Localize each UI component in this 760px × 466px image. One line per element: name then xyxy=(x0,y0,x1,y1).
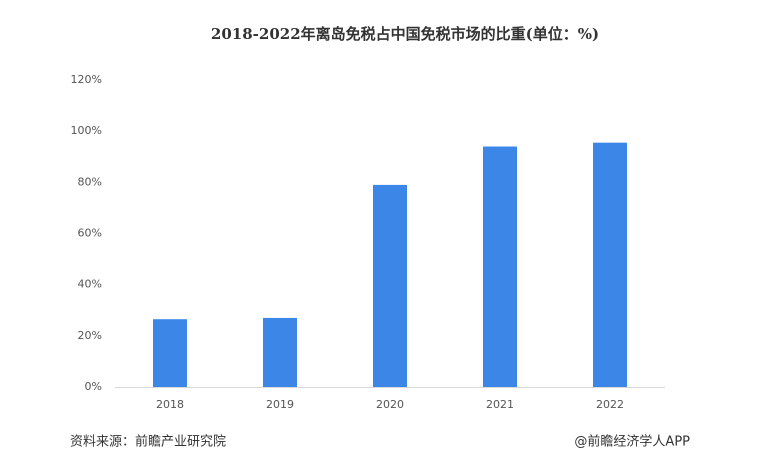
bar xyxy=(373,184,407,387)
x-tick-label: 2019 xyxy=(266,398,294,411)
x-tick-label: 2018 xyxy=(156,398,184,411)
credit-note: @前瞻经济学人APP xyxy=(574,434,690,450)
y-tick-label: 100% xyxy=(71,124,102,137)
y-tick-label: 20% xyxy=(78,329,102,342)
y-tick-label: 40% xyxy=(78,278,102,291)
bar xyxy=(263,317,297,387)
bar xyxy=(593,142,627,387)
chart-title: 2018-2022年离岛免税占中国免税市场的比重(单位：%) xyxy=(211,25,599,43)
x-tick-label: 2022 xyxy=(596,398,624,411)
bar xyxy=(483,146,517,387)
y-tick-label: 60% xyxy=(78,227,102,240)
source-note: 资料来源：前瞻产业研究院 xyxy=(70,434,226,450)
x-tick-label: 2021 xyxy=(486,398,514,411)
x-tick-label: 2020 xyxy=(376,398,404,411)
bar xyxy=(153,319,187,387)
y-tick-label: 0% xyxy=(85,380,102,393)
y-tick-label: 80% xyxy=(78,175,102,188)
y-tick-label: 120% xyxy=(71,73,102,86)
